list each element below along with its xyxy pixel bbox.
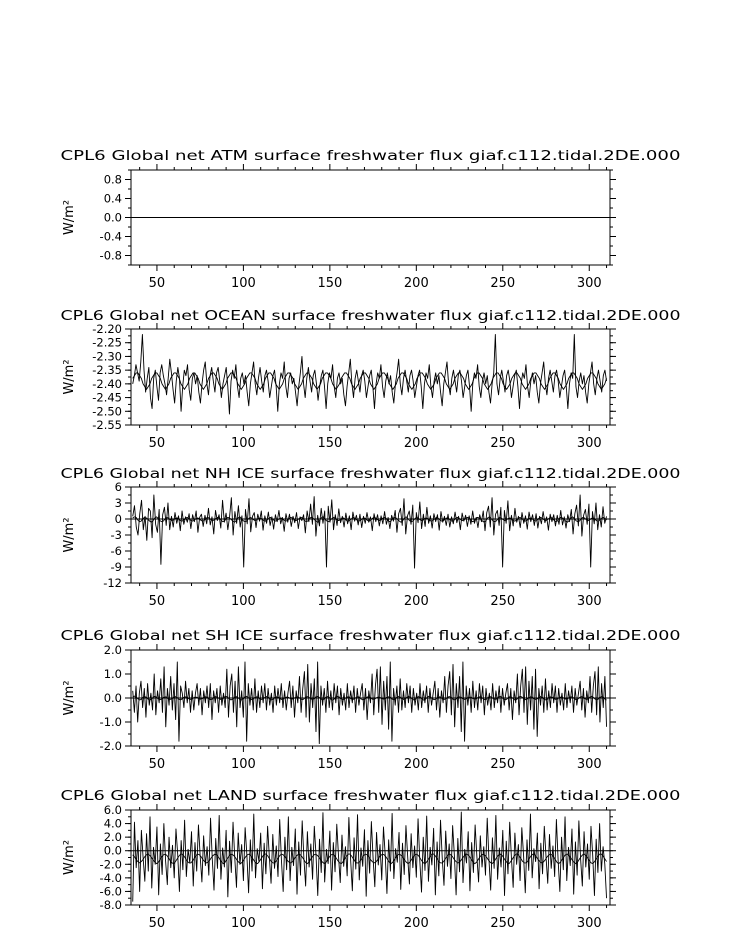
y-tick-label: 4.0: [104, 817, 122, 831]
y-tick-label: -6: [111, 544, 122, 558]
series-line-1: [132, 811, 607, 902]
y-tick-label: -2.0: [100, 857, 122, 871]
y-tick-label: 6.0: [104, 803, 122, 817]
y-tick-label: -3: [111, 528, 122, 542]
plot-frame: [130, 486, 611, 584]
chart-panel-4: CPL6 Global net SH ICE surface freshwate…: [61, 628, 681, 772]
series-line-2: [132, 695, 607, 701]
x-tick-label: 300: [577, 436, 602, 451]
x-tick-label: 50: [149, 594, 166, 609]
y-tick-label: 3: [115, 496, 122, 510]
chart-title: CPL6 Global net NH ICE surface freshwate…: [61, 466, 681, 482]
x-tick-label: 50: [149, 916, 166, 931]
y-tick-label: -2.30: [92, 349, 122, 363]
chart-panel-5: CPL6 Global net LAND surface freshwater …: [61, 788, 681, 931]
x-tick-label: 100: [231, 594, 256, 609]
y-tick-label: 0.0: [104, 844, 122, 858]
x-tick-label: 150: [317, 757, 342, 772]
x-tick-label: 150: [317, 276, 342, 291]
x-tick-label: 100: [231, 757, 256, 772]
y-tick-label: 0.8: [104, 173, 122, 187]
x-tick-label: 250: [490, 594, 515, 609]
y-tick-label: -1.0: [100, 715, 122, 729]
y-tick-label: -4.0: [100, 871, 122, 885]
y-tick-label: 2.0: [104, 643, 122, 657]
x-tick-label: 200: [404, 916, 429, 931]
x-tick-label: 100: [231, 276, 256, 291]
y-tick-label: -9: [111, 560, 122, 574]
series-line-2: [132, 516, 607, 523]
series-line-2: [132, 372, 607, 390]
y-tick-label: -12: [103, 576, 122, 590]
x-tick-label: 50: [149, 276, 166, 291]
y-tick-label: -2.35: [92, 363, 122, 377]
y-tick-label: -0.8: [100, 249, 122, 263]
y-axis-label: W/m²: [62, 517, 77, 552]
x-tick-label: 50: [149, 757, 166, 772]
x-tick-label: 150: [317, 436, 342, 451]
series-line-2: [132, 853, 607, 865]
chart-panel-2: CPL6 Global net OCEAN surface freshwater…: [61, 308, 681, 451]
series-line-1: [132, 661, 607, 745]
x-tick-label: 250: [490, 276, 515, 291]
series-line-1: [132, 334, 607, 415]
y-tick-label: 6: [115, 480, 122, 494]
y-tick-label: -2.55: [92, 418, 122, 432]
y-tick-label: 2.0: [104, 830, 122, 844]
x-tick-label: 300: [577, 757, 602, 772]
x-tick-label: 200: [404, 757, 429, 772]
x-tick-label: 300: [577, 594, 602, 609]
x-tick-label: 200: [404, 276, 429, 291]
chart-panel-1: CPL6 Global net ATM surface freshwater f…: [61, 148, 681, 291]
chart-title: CPL6 Global net LAND surface freshwater …: [61, 788, 681, 804]
y-tick-label: -2.45: [92, 391, 122, 405]
y-tick-label: -2.40: [92, 377, 122, 391]
chart-title: CPL6 Global net ATM surface freshwater f…: [61, 148, 681, 164]
x-tick-label: 250: [490, 916, 515, 931]
y-tick-label: 0.0: [104, 691, 122, 705]
y-axis-label: W/m²: [62, 680, 77, 715]
x-tick-label: 200: [404, 436, 429, 451]
x-tick-label: 300: [577, 916, 602, 931]
y-tick-label: -2.50: [92, 404, 122, 418]
y-tick-label: -0.4: [100, 230, 122, 244]
y-axis-label: W/m²: [62, 200, 77, 235]
y-tick-label: 0: [115, 512, 122, 526]
x-tick-label: 50: [149, 436, 166, 451]
y-tick-label: -6.0: [100, 884, 122, 898]
y-axis-label: W/m²: [62, 359, 77, 394]
chart-panel-3: CPL6 Global net NH ICE surface freshwate…: [61, 466, 681, 609]
y-tick-label: -8.0: [100, 898, 122, 912]
x-tick-label: 150: [317, 916, 342, 931]
y-tick-label: 0.4: [104, 192, 122, 206]
x-tick-label: 250: [490, 757, 515, 772]
y-tick-label: 1.0: [104, 667, 122, 681]
x-tick-label: 300: [577, 276, 602, 291]
y-tick-label: -2.25: [92, 336, 122, 350]
x-tick-label: 250: [490, 436, 515, 451]
y-axis-label: W/m²: [62, 840, 77, 875]
x-tick-label: 100: [231, 916, 256, 931]
x-tick-label: 150: [317, 594, 342, 609]
x-tick-label: 100: [231, 436, 256, 451]
x-tick-label: 200: [404, 594, 429, 609]
chart-title: CPL6 Global net SH ICE surface freshwate…: [61, 628, 681, 644]
y-tick-label: 0.0: [104, 211, 122, 225]
chart-title: CPL6 Global net OCEAN surface freshwater…: [61, 308, 681, 324]
y-tick-label: -2.20: [92, 322, 122, 336]
series-line-1: [132, 494, 607, 569]
y-tick-label: -2.0: [100, 739, 122, 753]
